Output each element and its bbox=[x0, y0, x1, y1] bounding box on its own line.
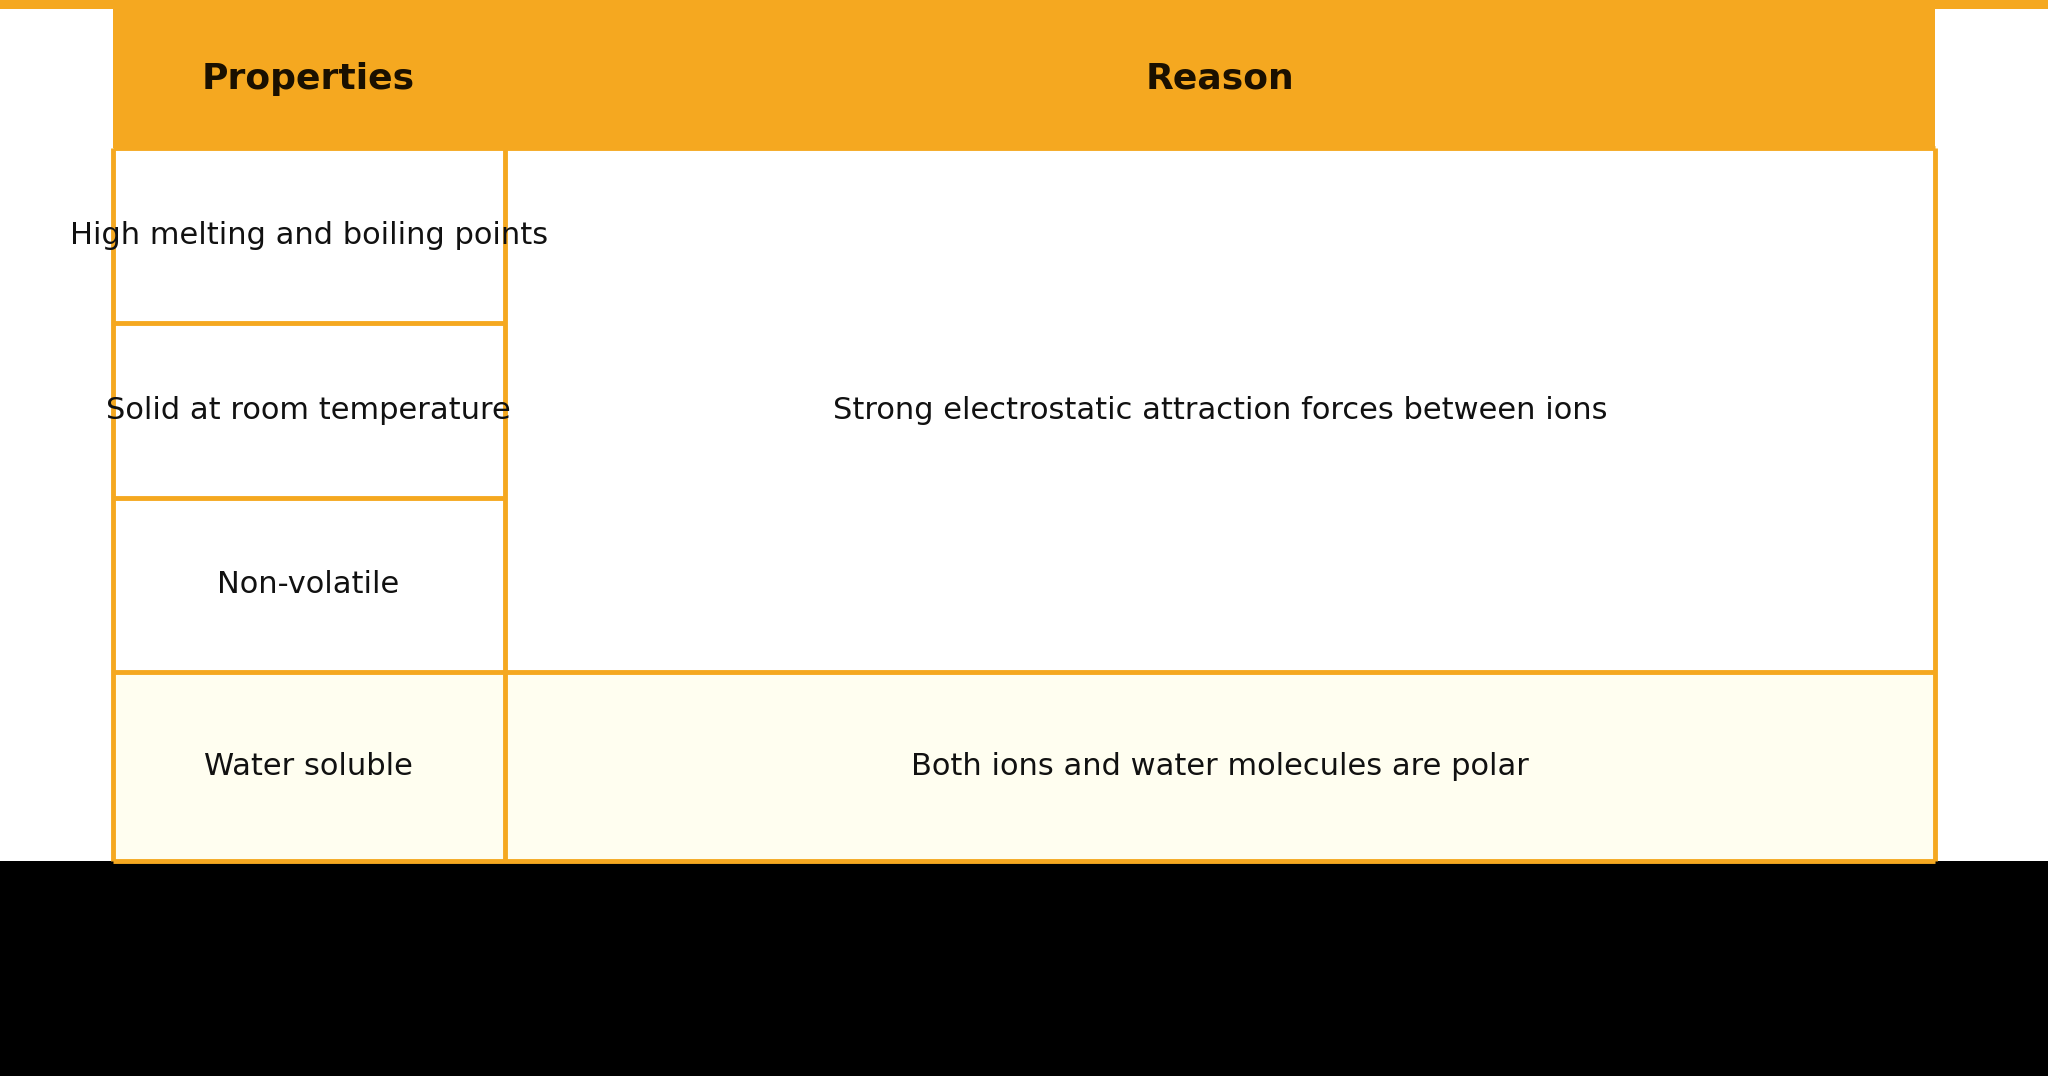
Bar bbox=[113, 148, 1935, 672]
Text: Water soluble: Water soluble bbox=[205, 752, 414, 781]
Text: High melting and boiling points: High melting and boiling points bbox=[70, 222, 547, 251]
Bar bbox=[0, 861, 2048, 1076]
Text: Strong electrostatic attraction forces between ions: Strong electrostatic attraction forces b… bbox=[834, 396, 1608, 425]
Text: Reason: Reason bbox=[1145, 61, 1294, 96]
Bar bbox=[0, 0, 2048, 9]
Bar bbox=[113, 9, 1935, 148]
Text: Properties: Properties bbox=[203, 61, 416, 96]
Bar bbox=[113, 672, 1935, 861]
Text: Solid at room temperature: Solid at room temperature bbox=[106, 396, 510, 425]
Text: Non-volatile: Non-volatile bbox=[217, 570, 399, 599]
Text: Both ions and water molecules are polar: Both ions and water molecules are polar bbox=[911, 752, 1530, 781]
